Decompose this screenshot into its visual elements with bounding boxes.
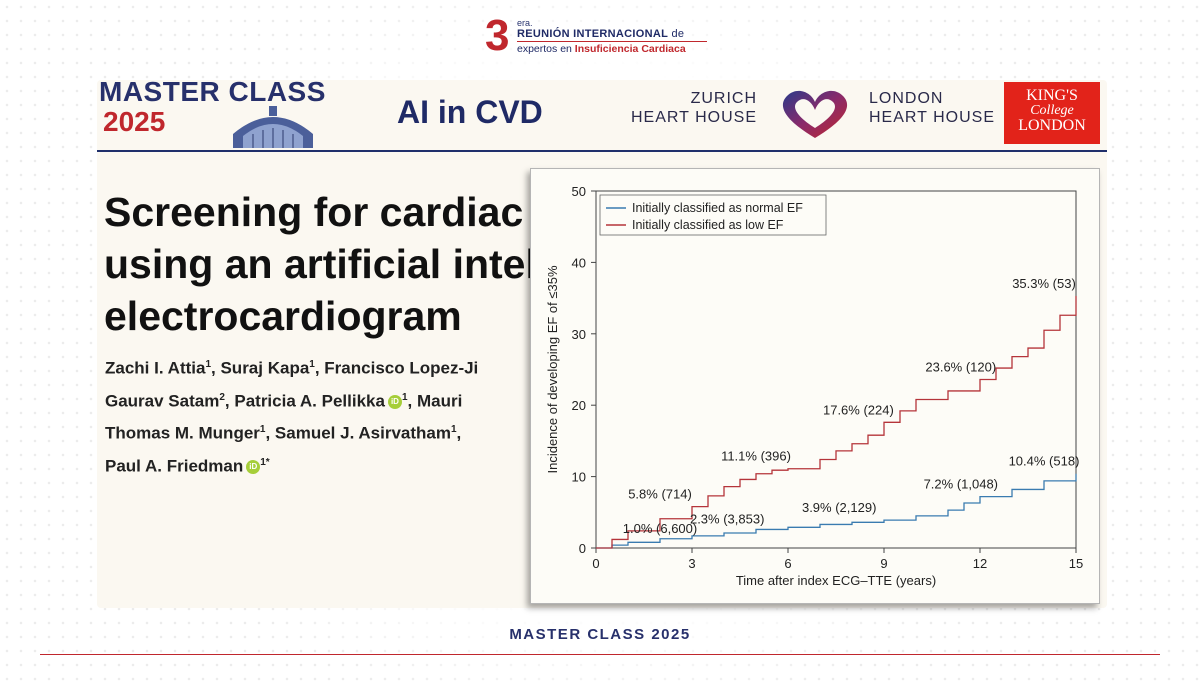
y-tick-label: 0: [579, 541, 586, 556]
event-logo: 3 era. REUNIÓN INTERNACIONAL de expertos…: [485, 14, 725, 64]
author-list: Zachi I. Attia1, Suraj Kapa1, Francisco …: [105, 350, 478, 481]
x-tick-label: 3: [688, 556, 695, 571]
london-heart-house-logo: LONDON HEART HOUSE: [869, 89, 999, 127]
zurich-line2: HEART HOUSE: [631, 109, 757, 126]
legend-label: Initially classified as low EF: [632, 218, 784, 232]
data-label: 3.9% (2,129): [802, 500, 876, 515]
author-name: Paul A. Friedman: [105, 456, 244, 476]
event-line1: REUNIÓN INTERNACIONAL de: [517, 28, 684, 40]
author-affiliation: 1: [205, 359, 212, 370]
data-label: 35.3% (53): [1012, 276, 1076, 291]
author-line: Thomas M. Munger1, Samuel J. Asirvatham1…: [105, 423, 462, 443]
paper-title-line3: electrocardiogram: [104, 293, 462, 339]
author-name: Zachi I. Attia: [105, 358, 206, 378]
footer-rule: [40, 654, 1160, 655]
author-line: Gaurav Satam2, Patricia A. Pellikka iD 1, …: [105, 391, 463, 411]
x-axis-label: Time after index ECG–TTE (years): [736, 573, 936, 588]
x-tick-label: 12: [973, 556, 987, 571]
data-label: 2.3% (3,853): [690, 512, 764, 527]
paper-title-line2: using an artificial intel: [104, 241, 537, 287]
data-label: 5.8% (714): [628, 487, 692, 502]
data-label: 23.6% (120): [925, 359, 996, 374]
london-line2: HEART HOUSE: [869, 109, 995, 126]
author-affiliation: 1: [309, 359, 315, 370]
author-name: Thomas M. Munger: [105, 423, 260, 443]
slide-header: MASTER CLASS 2025 AI in CVD ZURICH HEART…: [97, 76, 1107, 150]
event-rule: [517, 41, 707, 42]
event-line2: expertos en Insuficiencia Cardiaca: [517, 43, 686, 55]
author-name: Suraj Kapa: [220, 358, 310, 378]
orcid-icon: iD: [246, 460, 261, 475]
zurich-heart-house-logo: ZURICH HEART HOUSE: [627, 89, 757, 127]
x-tick-label: 15: [1069, 556, 1083, 571]
chart-svg: 0 10 20 30 40 50 0 3 6 9 12 15 Time after index ECG–…: [545, 184, 1083, 588]
author-affiliation: 1: [259, 424, 266, 436]
author-name: Mauri: [416, 391, 463, 411]
series-line-2: [596, 295, 1077, 549]
zurich-line1: ZURICH: [690, 90, 757, 107]
author-name: Francisco Lopez-Ji: [324, 358, 479, 378]
legend-box: [599, 194, 827, 236]
data-label: 11.1% (396): [721, 449, 791, 464]
event-line1-bold: REUNIÓN INTERNACIONAL: [517, 28, 669, 40]
event-line2-bold: Insuficiencia Cardiaca: [574, 43, 686, 55]
kings-line1: KING'S: [1026, 87, 1078, 104]
kaplan-meier-chart: 0 10 20 30 40 50 0 3 6 9 12 15 Time after index ECG–…: [530, 168, 1100, 604]
y-tick-label: 10: [572, 470, 586, 485]
data-label: 17.6% (224): [823, 402, 894, 417]
y-axis-label: Incidence of developing EF of ≤35%: [545, 265, 560, 473]
paper-title-line1: Screening for cardiac c: [104, 189, 558, 235]
series-line-1: [596, 473, 1077, 549]
footer-title: MASTER CLASS 2025: [509, 626, 691, 643]
masterclass-logo-line2: 2025: [103, 106, 166, 137]
masterclass-logo-line1: MASTER CLASS: [99, 76, 326, 107]
x-tick-label: 0: [592, 556, 599, 571]
event-number: 3: [485, 11, 510, 60]
paper-title: Screening for cardiac c using an artific…: [104, 186, 557, 342]
event-line2-plain: expertos en: [517, 43, 572, 55]
building-dome-icon: [233, 106, 313, 148]
header-divider: [97, 150, 1107, 152]
event-superscript: era.: [517, 18, 533, 28]
kings-college-logo: KING'S College LONDON: [1004, 82, 1100, 144]
author-affiliation: 1: [401, 391, 408, 403]
slide-title: AI in CVD: [397, 94, 543, 130]
y-tick-label: 20: [572, 398, 586, 413]
author-line: Zachi I. Attia1, Suraj Kapa1, Francisco …: [105, 358, 479, 378]
masterclass-logo: MASTER CLASS 2025: [99, 76, 329, 148]
author-name: Gaurav Satam: [105, 391, 220, 411]
data-label: 1.0% (6,600): [623, 521, 697, 536]
x-tick-label: 9: [880, 556, 887, 571]
author-name: Samuel J. Asirvatham: [274, 423, 451, 443]
kings-line3: LONDON: [1018, 117, 1086, 134]
y-tick-label: 50: [572, 184, 586, 199]
event-line1-rest: de: [671, 28, 685, 40]
author-affiliation: 1: [450, 424, 457, 436]
author-line: Paul A. Friedman iD 1*: [105, 448, 478, 481]
data-label: 10.4% (518): [1009, 454, 1080, 469]
x-tick-label: 6: [784, 556, 791, 571]
author-affiliation: 1*: [260, 456, 270, 468]
plot-frame: [595, 190, 1077, 549]
orcid-icon: iD: [387, 394, 402, 409]
heart-house-icon: [782, 90, 848, 138]
author-name: Patricia A. Pellikka: [234, 391, 385, 411]
author-affiliation: 2: [219, 391, 225, 403]
legend-label: Initially classified as normal EF: [632, 201, 803, 215]
y-tick-label: 30: [572, 327, 586, 342]
london-line1: LONDON: [869, 90, 944, 107]
kings-line2: College: [1030, 103, 1074, 118]
y-tick-label: 40: [572, 255, 586, 270]
data-label: 7.2% (1,048): [924, 477, 998, 492]
